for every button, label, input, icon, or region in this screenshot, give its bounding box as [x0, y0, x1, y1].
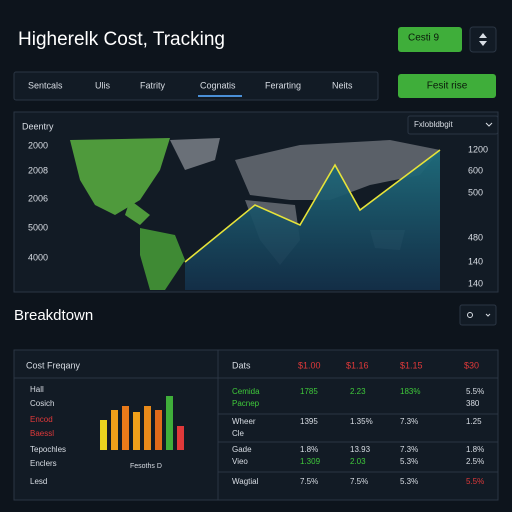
table: [13, 349, 499, 501]
row-label: Wagtial: [232, 477, 259, 486]
right-axis-label: 500: [468, 187, 483, 197]
header-cell: Dats: [232, 360, 251, 370]
icon: [467, 312, 473, 318]
header-cell: Cost Freqany: [26, 360, 81, 370]
map-land: [125, 200, 150, 225]
button-bg: [398, 74, 496, 98]
trend-line: [184, 149, 441, 263]
section-title: Breakdtown: [14, 307, 93, 324]
cell: 13.93: [350, 445, 371, 454]
dropdown[interactable]: Fxlobldbgit: [407, 115, 499, 135]
cell: 2.03: [350, 457, 366, 466]
icon-button-bg: [469, 26, 497, 53]
cell: 183%: [400, 387, 420, 396]
cell: 1.8%: [300, 445, 318, 454]
map-land: [140, 228, 185, 290]
map-land: [170, 138, 220, 170]
cell: 1785: [300, 387, 318, 396]
cell: 2.5%: [466, 457, 484, 466]
icon-button[interactable]: [469, 26, 497, 53]
tab[interactable]: Ulis: [95, 80, 110, 90]
row-label: Cemida: [232, 387, 260, 396]
cell: 5.5%: [466, 387, 484, 396]
cell: 1.309: [300, 457, 321, 466]
primary-button[interactable]: Cesti 9: [398, 27, 462, 52]
menu-bg: [459, 304, 497, 326]
cell: 380: [466, 399, 480, 408]
category: Enclers: [30, 459, 57, 468]
section-menu[interactable]: [459, 304, 497, 326]
cell: 1395: [300, 417, 318, 426]
world-map: [70, 138, 441, 290]
left-axis-label: 5000: [28, 222, 48, 232]
bar: [111, 410, 118, 450]
cell: 5.3%: [400, 477, 418, 486]
left-axis-label: 4000: [28, 252, 48, 262]
cell: 2.23: [350, 387, 366, 396]
action-button[interactable]: Fesit rise: [398, 74, 496, 98]
bar: [177, 426, 184, 450]
cell: 7.3%: [400, 417, 418, 426]
right-axis-label: 140: [468, 256, 483, 266]
area-fill: [185, 150, 440, 290]
icon: [479, 33, 487, 46]
cell: 7.5%: [300, 477, 318, 486]
cell: 1.8%: [466, 445, 484, 454]
header-cell: $1.00: [298, 360, 321, 370]
bar: [144, 406, 151, 450]
chart-label: Fesoths D: [130, 463, 162, 470]
row-label: Wheer: [232, 417, 256, 426]
cell: 5.5%: [466, 477, 484, 486]
button-bg: [398, 27, 462, 52]
panel-title: Deentry: [22, 121, 54, 131]
cell: 5.3%: [400, 457, 418, 466]
tab-bar: [13, 71, 379, 101]
bar: [100, 420, 107, 450]
right-axis-label: 140: [468, 278, 483, 288]
left-axis-label: 2000: [28, 140, 48, 150]
row-label: Cle: [232, 429, 245, 438]
header-cell: $1.16: [346, 360, 369, 370]
tab[interactable]: Sentcals: [28, 80, 63, 90]
left-axis-label: 2006: [28, 193, 48, 203]
right-axis-label: 480: [468, 232, 483, 242]
right-axis-label: 1200: [468, 144, 488, 154]
tab[interactable]: Neits: [332, 80, 353, 90]
bar: [133, 412, 140, 450]
tab[interactable]: Fatrity: [140, 80, 166, 90]
tab[interactable]: Cognatis: [200, 80, 236, 90]
cell: 1.35%: [350, 417, 373, 426]
cell: 7.3%: [400, 445, 418, 454]
tab[interactable]: Ferarting: [265, 80, 301, 90]
right-axis-label: 600: [468, 165, 483, 175]
category: Hall: [30, 385, 44, 394]
button-label: Cesti 9: [408, 33, 440, 44]
cell: 7.5%: [350, 477, 368, 486]
bar: [122, 406, 129, 450]
bar: [155, 410, 162, 450]
chevron: [485, 122, 493, 127]
category: Cosich: [30, 399, 54, 408]
category: Baessl: [30, 429, 54, 438]
row-label: Vieo: [232, 457, 248, 466]
dropdown-bg: [407, 115, 499, 135]
category: Tepochles: [30, 445, 66, 454]
left-axis-label: 2008: [28, 165, 48, 175]
header-cell: $1.15: [400, 360, 423, 370]
cell: 1.25: [466, 417, 482, 426]
header-cell: $30: [464, 360, 479, 370]
app-title: Higherelk Cost, Tracking: [18, 29, 225, 50]
row-label: Gade: [232, 445, 252, 454]
button-label: Fesit rise: [427, 81, 468, 92]
bar: [166, 396, 173, 450]
category: Lesd: [30, 477, 47, 486]
row-label: Pacnep: [232, 399, 260, 408]
map-land: [70, 138, 170, 215]
category: Encod: [30, 415, 53, 424]
chevron: [485, 313, 491, 317]
dropdown-label: Fxlobldbgit: [414, 120, 453, 129]
